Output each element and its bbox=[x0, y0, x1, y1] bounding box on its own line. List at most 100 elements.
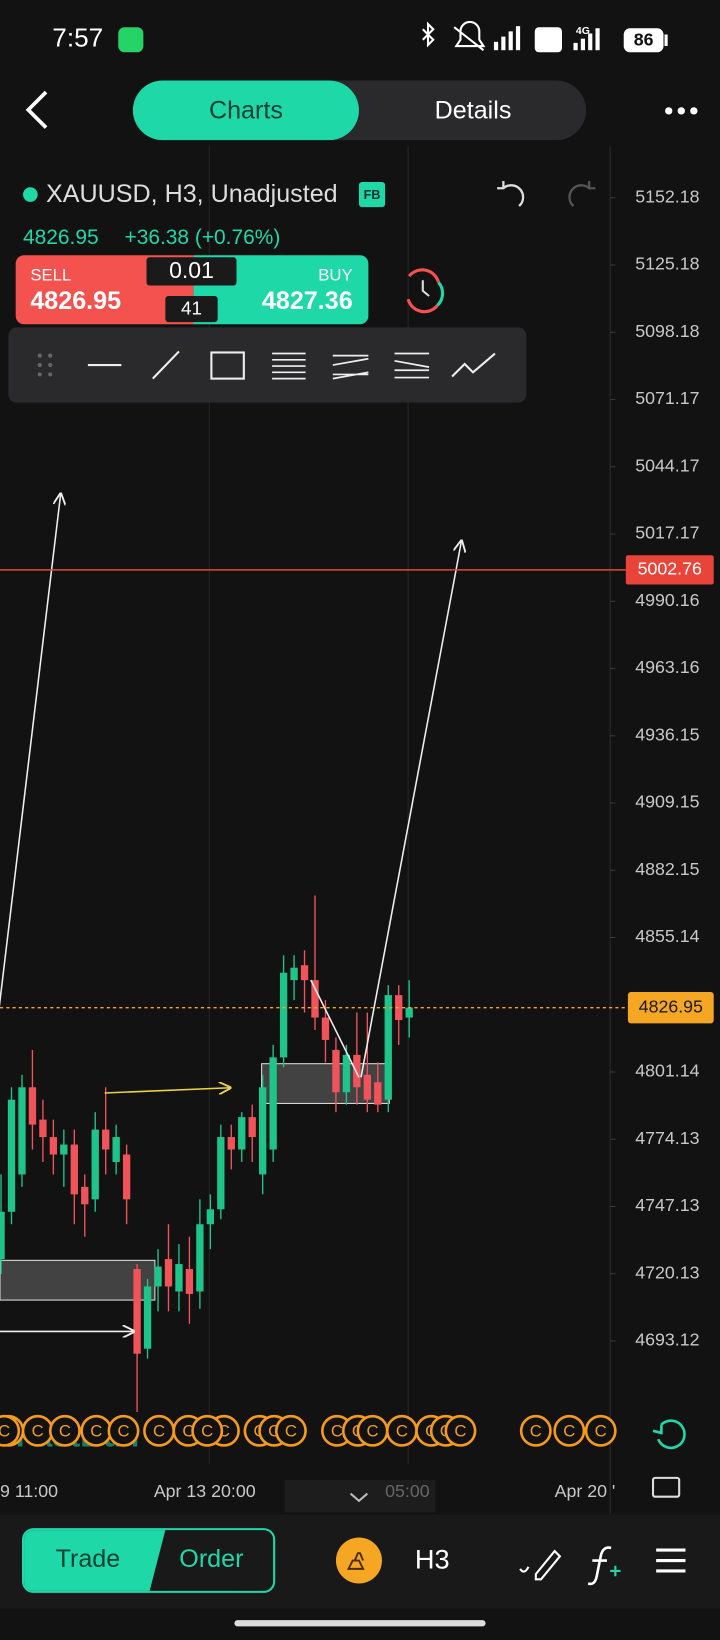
event-icon-label: C bbox=[153, 1421, 165, 1440]
collapse-chevron[interactable] bbox=[349, 1492, 369, 1503]
event-icon-label: C bbox=[117, 1421, 129, 1440]
event-icon-label: C bbox=[59, 1421, 71, 1440]
crosshair-time-box bbox=[284, 1479, 436, 1513]
event-icon-label: C bbox=[285, 1421, 297, 1440]
candle-body bbox=[374, 1082, 382, 1105]
spread: 41 bbox=[181, 298, 202, 319]
trend-line bbox=[310, 979, 360, 1078]
more-button[interactable] bbox=[665, 107, 698, 115]
y-tick-label: 5044.17 bbox=[635, 455, 699, 475]
candle-body bbox=[133, 1269, 141, 1354]
lot-input[interactable] bbox=[146, 257, 237, 286]
y-tick-label: 4990.16 bbox=[635, 590, 699, 610]
reset-chart[interactable] bbox=[652, 1419, 686, 1450]
redo-button[interactable] bbox=[568, 180, 596, 207]
trade-tab[interactable]: Trade bbox=[56, 1545, 121, 1573]
alert-price: 5002.76 bbox=[638, 559, 702, 579]
toolbar-handle bbox=[37, 353, 53, 377]
badge: FB bbox=[364, 188, 381, 202]
battery-tip bbox=[664, 34, 668, 47]
sell-label: SELL bbox=[30, 266, 71, 285]
buy-button[interactable] bbox=[193, 255, 369, 325]
order-tab[interactable]: Order bbox=[179, 1545, 243, 1573]
candle-body bbox=[185, 1269, 194, 1294]
event-icon bbox=[191, 1414, 224, 1447]
indicator-button[interactable] bbox=[587, 1546, 612, 1586]
y-tick-label: 5017.17 bbox=[635, 523, 699, 543]
candle-body bbox=[18, 1087, 26, 1175]
trade-tab-active[interactable] bbox=[24, 1530, 166, 1591]
timeframe[interactable]: H3 bbox=[415, 1544, 450, 1575]
menu-button[interactable] bbox=[656, 1548, 686, 1573]
whatsapp-icon bbox=[118, 27, 144, 53]
volte-icon bbox=[534, 27, 562, 53]
x-label: 05:00 bbox=[385, 1481, 430, 1501]
tab-active[interactable] bbox=[132, 80, 359, 141]
spread-box bbox=[165, 295, 218, 323]
indicator-plus bbox=[610, 1565, 621, 1577]
candle-body bbox=[39, 1119, 47, 1138]
y-tick-label: 4963.16 bbox=[635, 657, 699, 677]
battery-icon bbox=[623, 28, 664, 53]
badge-box bbox=[358, 181, 386, 208]
signal-icon bbox=[493, 26, 521, 51]
y-tick-label: 5125.18 bbox=[635, 254, 699, 274]
alert-tag bbox=[625, 555, 714, 585]
drawings bbox=[0, 1063, 390, 1301]
candle-body bbox=[196, 1224, 204, 1292]
candle-body bbox=[122, 1154, 131, 1200]
candle-body bbox=[175, 1264, 183, 1292]
candle-body bbox=[342, 1054, 351, 1093]
x-label: 9 11:00 bbox=[0, 1481, 58, 1501]
event-icon-label: C bbox=[182, 1421, 194, 1440]
arrow bbox=[360, 541, 461, 1078]
event-icon-label: C bbox=[331, 1421, 343, 1440]
y-tick-label: 4936.15 bbox=[635, 724, 699, 744]
candle-body bbox=[143, 1286, 152, 1349]
back-button[interactable] bbox=[25, 90, 48, 129]
buy-label: BUY bbox=[318, 266, 352, 285]
event-icon-label: C bbox=[563, 1421, 575, 1440]
gold-bars bbox=[346, 1552, 365, 1570]
bluetooth-icon bbox=[422, 21, 435, 48]
tab-charts[interactable]: Charts bbox=[209, 97, 283, 125]
tab-details[interactable]: Details bbox=[435, 97, 512, 125]
refresh-quote[interactable] bbox=[406, 268, 441, 314]
fullscreen-button[interactable] bbox=[651, 1476, 681, 1498]
event-icon-label: C bbox=[530, 1421, 542, 1440]
event-icon-label: C bbox=[595, 1421, 607, 1440]
y-tick-label: 4747.13 bbox=[635, 1195, 699, 1215]
event-icon bbox=[444, 1414, 477, 1447]
refresh-quote-arc bbox=[436, 281, 445, 307]
home-indicator bbox=[234, 1620, 486, 1627]
y-tick-label: 4909.15 bbox=[635, 792, 699, 812]
event-icon-label: C bbox=[90, 1421, 102, 1440]
candle-body bbox=[217, 1137, 225, 1210]
sell-price: 4826.95 bbox=[30, 287, 121, 315]
candle-body bbox=[0, 1211, 5, 1260]
undo-button[interactable] bbox=[497, 180, 525, 207]
candle-body bbox=[353, 1054, 361, 1088]
event-icon bbox=[107, 1414, 140, 1447]
candle-body bbox=[248, 1117, 256, 1138]
network-type: 4G bbox=[576, 26, 590, 37]
event-icon bbox=[0, 1414, 21, 1447]
candle-body bbox=[384, 995, 392, 1100]
candle-body bbox=[269, 1057, 277, 1150]
event-icon-label: C bbox=[32, 1421, 44, 1440]
event-icon bbox=[48, 1414, 81, 1447]
lot-size[interactable]: 0.01 bbox=[169, 257, 214, 283]
candle-body bbox=[311, 980, 319, 1018]
candle-body bbox=[279, 972, 288, 1058]
candle-body bbox=[70, 1144, 78, 1195]
toolbar-tools[interactable] bbox=[87, 350, 496, 380]
y-tick-label: 5071.17 bbox=[635, 388, 699, 408]
candle-body bbox=[238, 1117, 246, 1150]
event-icon bbox=[519, 1414, 552, 1447]
draw-button[interactable] bbox=[519, 1549, 562, 1581]
event-icon bbox=[584, 1414, 617, 1447]
event-icon-label: C bbox=[367, 1421, 379, 1440]
x-label: Apr 13 20:00 bbox=[154, 1481, 256, 1501]
